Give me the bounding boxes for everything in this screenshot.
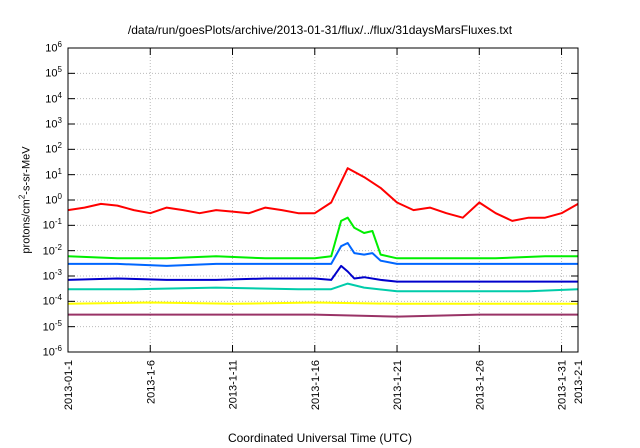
- y-tick-label: 100: [22, 192, 62, 207]
- y-tick-label-base: 10: [45, 67, 58, 80]
- y-tick-label: 105: [22, 65, 62, 80]
- y-tick-label: 10-2: [22, 243, 62, 258]
- y-tick-label-exponent: -3: [54, 268, 62, 277]
- series-line-6: [67, 301, 578, 305]
- y-tick-label: 10-4: [22, 293, 62, 308]
- y-tick-label-exponent: 1: [57, 166, 62, 176]
- y-tick-label-exponent: -5: [54, 318, 62, 328]
- x-tick-label: 2013-2-1: [573, 360, 585, 404]
- x-tick-label: 2013-1-16: [310, 360, 322, 410]
- y-tick-label-base: 10: [42, 245, 55, 258]
- y-tick-label: 10-1: [22, 217, 62, 232]
- x-axis-label: Coordinated Universal Time (UTC): [227, 431, 413, 445]
- series-line-1: [67, 167, 579, 222]
- y-tick-label-exponent: 3: [57, 116, 62, 125]
- y-tick-label-exponent: -4: [54, 293, 62, 303]
- y-tick-label: 10-5: [22, 319, 62, 334]
- chart-title: /data/run/goesPlots/archive/2013-01-31/f…: [127, 23, 513, 37]
- y-tick-label: 106: [22, 40, 62, 55]
- series-line-2: [67, 216, 578, 260]
- y-axis-label-exponent: 2: [17, 194, 27, 200]
- x-tick-label: 2013-1-31: [557, 360, 569, 410]
- x-tick-label: 2013-1-21: [392, 360, 404, 410]
- y-tick-label-exponent: 2: [57, 141, 62, 151]
- y-tick-label: 102: [22, 141, 62, 156]
- y-tick-label-base: 10: [42, 295, 55, 308]
- y-tick-label: 10-6: [22, 344, 62, 359]
- y-tick-label-exponent: -6: [54, 344, 62, 353]
- series-line-3: [68, 242, 578, 267]
- y-tick-label: 101: [22, 167, 62, 182]
- y-axis-label: protons/cm2-s-sr-MeV: [18, 146, 33, 253]
- series-line-5: [68, 282, 579, 293]
- y-tick-label-exponent: 0: [57, 192, 62, 201]
- y-tick-label-exponent: -1: [54, 217, 62, 227]
- y-tick-label-base: 10: [45, 169, 58, 182]
- x-tick-label: 2013-01-1: [63, 360, 75, 410]
- plot-frame: [67, 47, 579, 353]
- y-tick-label-base: 10: [45, 42, 58, 55]
- y-tick-label-base: 10: [45, 118, 58, 131]
- y-tick-label-exponent: 6: [57, 40, 62, 49]
- y-tick-label-base: 10: [45, 194, 58, 207]
- y-axis-label-base: protons/cm: [20, 199, 33, 254]
- y-tick-label-exponent: -2: [54, 242, 62, 252]
- y-tick-label-base: 10: [42, 219, 55, 232]
- y-tick-label: 10-3: [22, 268, 62, 283]
- y-tick-label-base: 10: [42, 321, 55, 334]
- y-tick-label-base: 10: [42, 270, 55, 283]
- y-tick-label-exponent: 5: [57, 65, 62, 75]
- series-line-4: [67, 264, 578, 283]
- y-tick-label: 104: [22, 91, 62, 106]
- x-tick-label: 2013-1-6: [145, 360, 157, 404]
- y-tick-label-exponent: 4: [57, 90, 62, 100]
- y-tick-label-base: 10: [45, 93, 58, 106]
- x-tick-label: 2013-1-26: [474, 360, 486, 410]
- series-line-7: [68, 313, 578, 318]
- x-tick-label: 2013-1-11: [228, 360, 240, 409]
- y-tick-label-base: 10: [45, 143, 58, 156]
- y-axis-label-rest: -s-sr-MeV: [20, 146, 33, 195]
- y-tick-label: 103: [22, 116, 62, 131]
- y-tick-label-base: 10: [42, 346, 55, 359]
